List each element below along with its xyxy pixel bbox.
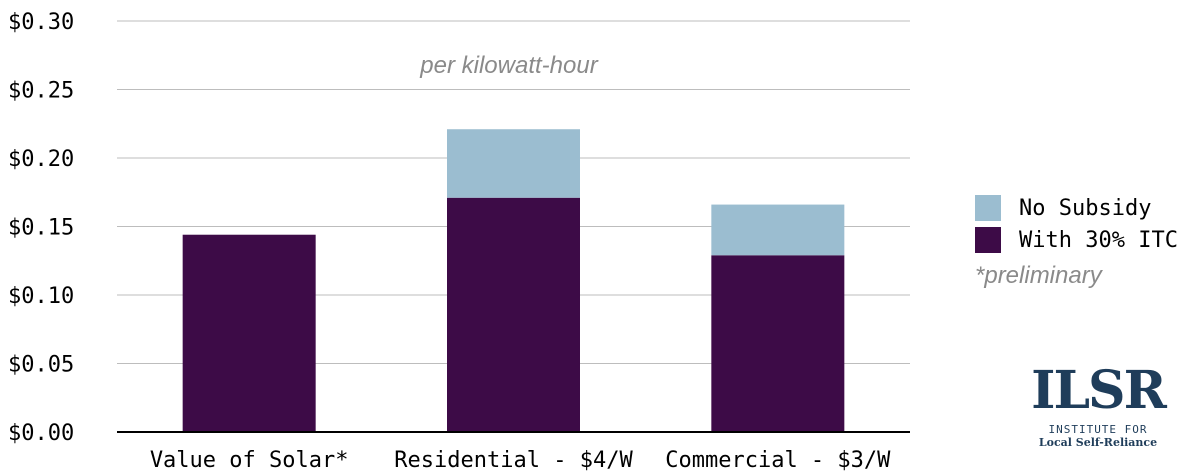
bars — [182, 129, 845, 432]
x-category-label: Value of Solar* — [150, 448, 349, 473]
ilsr-logo: ILSR INSTITUTE FOR Local Self-Reliance — [1028, 360, 1168, 450]
legend-label-with-itc: With 30% ITC — [1019, 227, 1178, 253]
logo-line2: Local Self-Reliance — [1038, 436, 1158, 449]
x-category-label: Commercial - $3/W — [665, 448, 891, 473]
y-tick-label: $0.10 — [8, 284, 74, 309]
y-tick-label: $0.05 — [8, 353, 74, 378]
bar-with-itc — [447, 197, 580, 432]
y-tick-label: $0.15 — [8, 216, 74, 241]
legend-label-no-subsidy: No Subsidy — [1019, 195, 1152, 221]
legend-item-no-subsidy: No Subsidy — [975, 192, 1178, 224]
bar-with-itc — [711, 255, 845, 432]
y-axis-ticks: $0.00 $0.05 $0.10 $0.15 $0.20 $0.25 $0.30 — [8, 10, 74, 446]
legend-item-with-itc: With 30% ITC — [975, 224, 1178, 256]
legend-swatch-with-itc — [975, 227, 1001, 253]
bar-with-itc — [182, 234, 316, 432]
legend: No Subsidy With 30% ITC — [975, 192, 1178, 256]
y-tick-label: $0.25 — [8, 79, 74, 104]
y-tick-label: $0.30 — [8, 10, 74, 35]
bar-chart: $0.00 $0.05 $0.10 $0.15 $0.20 $0.25 $0.30 per … — [8, 10, 910, 473]
chart-subtitle: per kilowatt-hour — [419, 52, 598, 79]
bar-no-subsidy — [447, 129, 580, 198]
x-category-label: Residential - $4/W — [394, 448, 633, 473]
footnote: *preliminary — [975, 262, 1102, 289]
logo-line1: INSTITUTE FOR — [1048, 423, 1148, 436]
logo-mark: ILSR — [1031, 360, 1167, 421]
legend-swatch-no-subsidy — [975, 195, 1001, 221]
y-tick-label: $0.00 — [8, 421, 74, 446]
category-labels: Value of Solar* Residential - $4/W Commerc… — [150, 448, 891, 473]
y-tick-label: $0.20 — [8, 147, 74, 172]
bar-no-subsidy — [711, 204, 845, 256]
